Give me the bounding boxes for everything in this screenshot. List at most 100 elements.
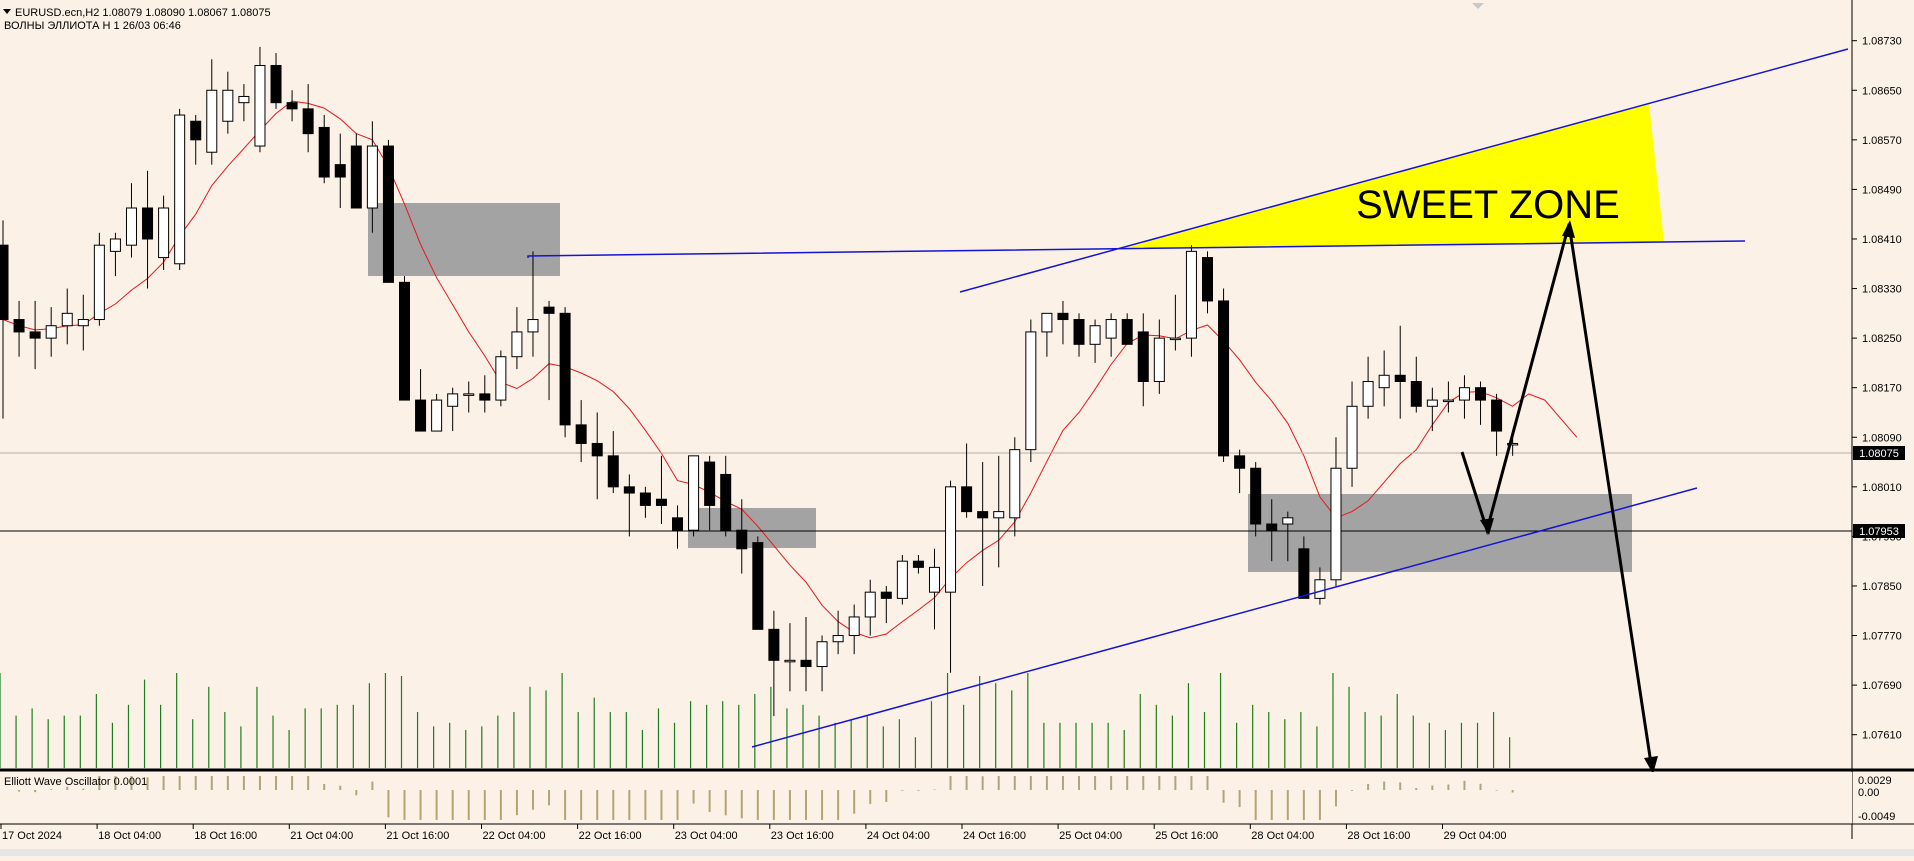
candle	[93, 232, 105, 326]
candle-body-bear	[672, 517, 684, 531]
price-tick-label: 1.08010	[1862, 482, 1902, 494]
time-tick-label: 22 Oct 16:00	[579, 830, 642, 842]
collapse-triangle-icon[interactable]	[3, 9, 11, 14]
candle-body-bear	[575, 424, 587, 444]
candle-body-bear	[800, 659, 812, 668]
price-tick-label: 1.08250	[1862, 333, 1902, 345]
candle-body-bear	[736, 529, 748, 550]
arrowhead-down-1	[1480, 518, 1494, 535]
sweet-zone-label: SWEET ZONE	[1356, 183, 1620, 227]
candle	[1330, 437, 1342, 586]
resistance-trendline[interactable]	[527, 240, 1746, 258]
candle	[800, 616, 812, 692]
candle	[399, 276, 410, 401]
candle	[222, 71, 234, 134]
candle-body-bull	[527, 319, 539, 333]
candle-body-bear	[382, 145, 394, 283]
level-price-tag	[1853, 524, 1905, 538]
price-tick-label: 1.08090	[1862, 432, 1902, 444]
candle-body-bear	[559, 312, 571, 426]
candle-body-bear	[1250, 467, 1262, 525]
candle	[350, 133, 362, 209]
candle	[1041, 312, 1053, 357]
candle-body-bear	[29, 331, 41, 339]
candle-body-bull	[447, 393, 459, 407]
candle-body-bull	[1282, 517, 1294, 525]
candle	[142, 170, 154, 289]
candle-body-bull	[896, 560, 908, 599]
time-axis[interactable]: 17 Oct 2024 18 Oct 04:00 18 Oct 16:00 21 Oc…	[0, 824, 1507, 842]
candle-body-bear	[302, 108, 314, 135]
candle	[495, 350, 507, 407]
candle-body-bull	[993, 511, 1005, 519]
candle	[864, 579, 876, 636]
candle-body-bull	[495, 356, 507, 401]
candle-body-bear	[704, 461, 716, 506]
candle	[0, 220, 9, 419]
candle-body-bear	[1073, 319, 1085, 345]
price-tick-label: 1.08650	[1862, 85, 1902, 97]
candle-body-bear	[1057, 312, 1069, 321]
price-tick-label: 1.07850	[1862, 581, 1902, 593]
candle-body-bull	[1314, 579, 1326, 599]
rising-support-line[interactable]	[751, 487, 1698, 748]
sweet-zone-triangle	[1125, 104, 1664, 248]
mid-zone	[688, 508, 816, 548]
candle	[61, 288, 73, 345]
time-tick-label: 23 Oct 04:00	[675, 830, 738, 842]
candle	[109, 232, 121, 277]
candle-body-bear	[1491, 399, 1503, 432]
candle	[1410, 356, 1422, 413]
candle-body-bull	[109, 238, 121, 252]
candle-body-bull	[174, 114, 186, 265]
candle-body-bear	[768, 628, 780, 661]
rising-wedge-upper-line[interactable]	[959, 48, 1849, 293]
oscillator-histogram	[18, 776, 1514, 820]
candle	[720, 455, 732, 537]
candle-body-bear	[961, 486, 973, 513]
candle-body-bull	[864, 591, 876, 618]
candle	[1234, 449, 1246, 494]
candle	[688, 455, 700, 537]
price-axis-background	[1852, 0, 1914, 770]
candle	[1089, 319, 1101, 363]
candle	[479, 375, 491, 413]
price-tick-label: 1.08730	[1862, 36, 1902, 48]
candle	[511, 307, 523, 370]
candle	[1507, 437, 1519, 456]
candle-body-bear	[270, 64, 282, 104]
candle	[784, 623, 796, 692]
candle	[1121, 313, 1133, 345]
candle	[704, 455, 716, 531]
candle-body-bull	[832, 635, 844, 643]
candle	[270, 53, 282, 109]
candle-body-bull	[93, 244, 105, 321]
symbol-ohlc-text: EURUSD.ecn,H2 1.08079 1.08090 1.08067 1.…	[15, 7, 271, 19]
candle	[302, 84, 314, 153]
candle	[655, 455, 667, 525]
candle-body-bear	[607, 455, 619, 488]
candle	[1314, 567, 1326, 605]
resistance-zone	[368, 203, 560, 276]
scroll-marker-icon[interactable]	[1472, 3, 1484, 9]
candle	[559, 307, 571, 438]
candle	[254, 46, 266, 153]
candle	[158, 195, 170, 270]
candle-body-bear	[1234, 455, 1246, 469]
candle-body-bear	[479, 393, 491, 401]
candle	[527, 251, 539, 357]
candle-body-bear	[655, 498, 667, 506]
oscillator-scale-top: 0.0029	[1858, 775, 1892, 787]
candle-body-bear	[350, 145, 362, 209]
price-tick-label: 1.07610	[1862, 730, 1902, 742]
scrollbar-track[interactable]	[0, 849, 1914, 856]
candle	[961, 443, 973, 518]
candle-body-bear	[623, 486, 635, 494]
candle	[415, 369, 427, 432]
candle-body-bull	[158, 207, 170, 259]
candle	[575, 400, 587, 463]
candle	[366, 121, 378, 233]
candle	[334, 133, 346, 208]
candle	[543, 300, 555, 401]
